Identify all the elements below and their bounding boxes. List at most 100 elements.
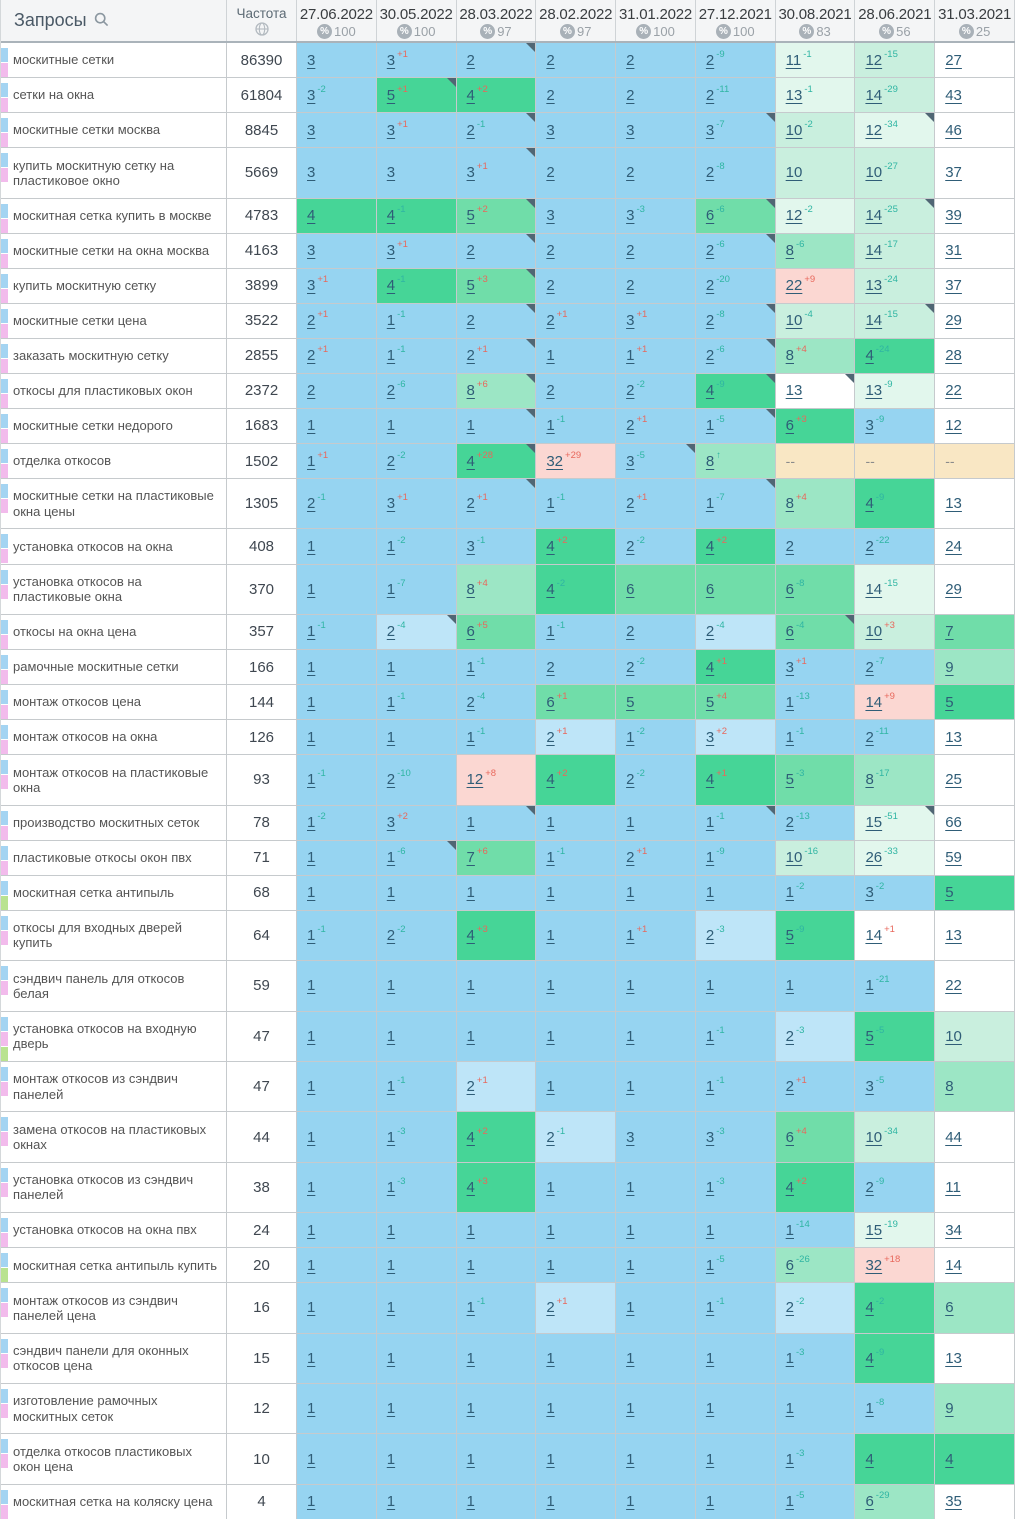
position-value[interactable]: 1 [785,728,794,746]
position-value[interactable]: 4 [466,1178,475,1196]
keyword-cell[interactable]: москитные сетки на окна москва [1,233,227,268]
position-value[interactable]: 2 [705,926,715,944]
position-value[interactable]: 2 [626,658,635,676]
position-value[interactable]: 2 [626,538,635,555]
position-value[interactable]: 2 [626,623,635,641]
position-value[interactable]: 8 [466,382,475,400]
position-value[interactable]: 1 [466,814,475,832]
position-value[interactable]: 2 [546,1299,555,1317]
position-value[interactable]: 12 [945,417,962,435]
position-value[interactable]: 1 [705,814,715,832]
position-value[interactable]: 1 [785,1450,794,1468]
position-value[interactable]: 1 [546,926,555,944]
position-value[interactable]: 1 [307,1078,316,1096]
position-value[interactable]: 10 [865,623,883,641]
position-value[interactable]: 1 [466,417,475,435]
position-value[interactable]: 1 [626,728,635,746]
position-value[interactable]: 2 [546,277,555,295]
position-value[interactable]: 1 [546,1493,555,1511]
position-value[interactable]: 3 [546,121,555,139]
keyword-cell[interactable]: откосы на окна цена [1,614,227,649]
position-value[interactable]: 1 [307,1349,316,1367]
column-header-date-3[interactable]: 28.03.2022% 97 [457,0,537,41]
position-value[interactable]: 2 [705,86,715,104]
position-value[interactable]: 35 [945,1493,962,1511]
position-value[interactable]: 4 [546,771,555,789]
queries-column-header[interactable]: Запросы [1,0,227,41]
keyword-cell[interactable]: монтаж откосов на окна [1,720,227,755]
position-value[interactable]: 1 [546,623,555,641]
position-value[interactable]: 1 [386,658,396,676]
position-value[interactable]: 1 [626,1078,635,1096]
keyword-cell[interactable]: установка откосов на окна пвх [1,1213,227,1248]
position-value[interactable]: 1 [307,977,316,995]
keyword-cell[interactable]: купить москитную сетку [1,268,227,303]
position-value[interactable]: 1 [546,347,555,365]
position-value[interactable]: 10 [785,849,803,867]
position-value[interactable]: 1 [386,849,396,867]
position-value[interactable]: 1 [626,1299,635,1317]
position-value[interactable]: 3 [386,814,396,832]
position-value[interactable]: 24 [945,538,962,555]
keyword-cell[interactable]: москитные сетки москва [1,113,227,148]
position-value[interactable]: 3 [386,164,396,182]
position-value[interactable]: 1 [626,926,635,944]
position-value[interactable]: 1 [785,977,794,995]
position-value[interactable]: 1 [546,1450,555,1468]
position-value[interactable]: 1 [705,1450,715,1468]
position-value[interactable]: 1 [705,1078,715,1096]
position-value[interactable]: 31 [945,242,962,260]
position-value[interactable]: 1 [307,417,316,435]
keyword-cell[interactable]: монтаж откосов на пластиковые окна [1,755,227,805]
position-value[interactable]: 2 [466,495,475,513]
keyword-cell[interactable]: москитная сетка антипыль купить [1,1248,227,1283]
position-value[interactable]: 1 [386,312,396,330]
position-value[interactable]: 12 [466,771,484,789]
position-value[interactable]: 5 [865,1027,874,1045]
position-value[interactable]: 1 [626,1178,635,1196]
position-value[interactable]: 4 [386,277,396,295]
position-value[interactable]: 13 [945,728,962,746]
position-value[interactable]: 1 [546,1027,555,1045]
position-value[interactable]: 1 [386,1299,396,1317]
position-value[interactable]: 26 [865,849,883,867]
position-value[interactable]: 2 [546,382,555,400]
position-value[interactable]: 1 [307,1299,316,1317]
position-value[interactable]: 1 [307,1493,316,1511]
position-value[interactable]: 8 [785,495,794,513]
position-value[interactable]: 11 [945,1178,961,1196]
position-value[interactable]: 1 [386,347,396,365]
position-value[interactable]: 46 [945,121,962,139]
position-value[interactable]: 6 [785,580,794,598]
position-value[interactable]: 1 [386,1256,396,1274]
keyword-cell[interactable]: москитная сетка купить в москве [1,198,227,233]
position-value[interactable]: 3 [307,277,316,295]
position-value[interactable]: 3 [307,164,316,182]
position-value[interactable]: 1 [705,1349,715,1367]
position-value[interactable]: 2 [626,86,635,104]
position-value[interactable]: 1 [785,884,794,902]
position-value[interactable]: 2 [865,538,874,555]
column-header-date-7[interactable]: 30.08.2021% 83 [776,0,856,41]
position-value[interactable]: 1 [626,814,635,832]
position-value[interactable]: 1 [307,623,316,641]
position-value[interactable]: 4 [785,1178,794,1196]
keyword-cell[interactable]: сэндвич панели для оконных откосов цена [1,1333,227,1383]
position-value[interactable]: 1 [626,347,635,365]
position-value[interactable]: 4 [705,658,715,676]
position-value[interactable]: 1 [546,1078,555,1096]
position-value[interactable]: 1 [386,417,396,435]
position-value[interactable]: 1 [546,884,555,902]
position-value[interactable]: 1 [785,1349,794,1367]
position-value[interactable]: 1 [466,658,475,676]
position-value[interactable]: 2 [865,658,874,676]
position-value[interactable]: 1 [626,1349,635,1367]
position-value[interactable]: 39 [945,207,962,225]
position-value[interactable]: 4 [546,580,555,598]
position-value[interactable]: 1 [386,1178,396,1196]
position-value[interactable]: 1 [785,1221,794,1239]
position-value[interactable]: 2 [626,495,635,513]
keyword-cell[interactable]: отделка откосов пластиковых окон цена [1,1434,227,1484]
position-value[interactable]: 1 [466,728,475,746]
position-value[interactable]: 14 [865,926,883,944]
